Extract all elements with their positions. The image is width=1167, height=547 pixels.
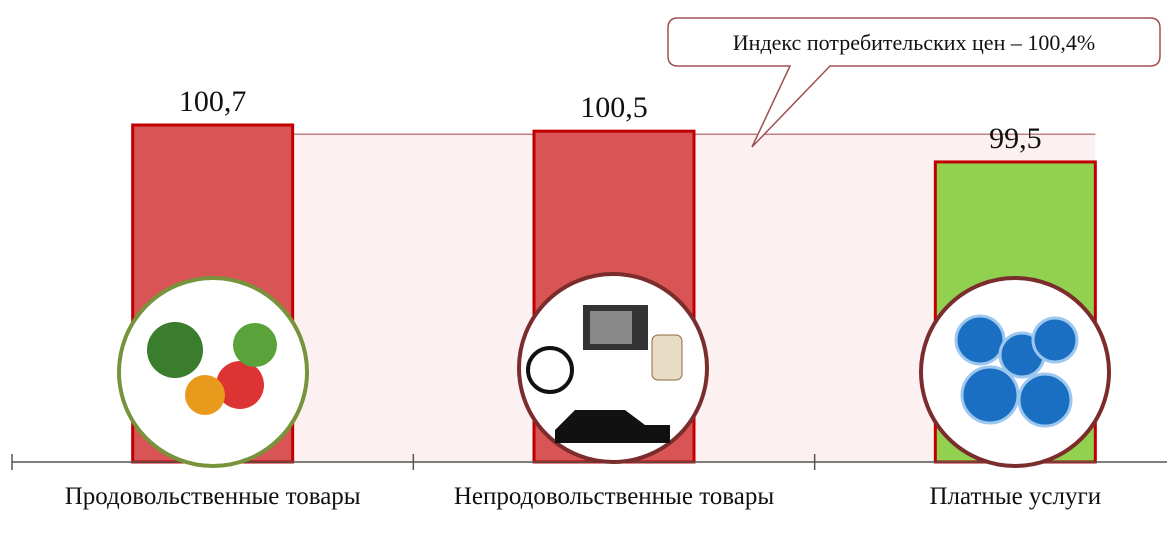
icon-shape bbox=[185, 375, 225, 415]
icon-shape bbox=[216, 361, 264, 409]
icon-shape bbox=[555, 410, 670, 443]
icon-shape bbox=[233, 323, 277, 367]
icon-shape bbox=[590, 311, 632, 344]
reference-label: Индекс потребительских цен – 100,4% bbox=[733, 30, 1095, 55]
x-tick-label: Непродовольственные товары bbox=[453, 483, 775, 510]
icon-shape bbox=[954, 314, 1006, 366]
value-label: 99,5 bbox=[989, 122, 1042, 155]
value-label: 100,7 bbox=[179, 85, 247, 118]
x-tick-label: Продовольственные товары bbox=[64, 483, 361, 510]
x-tick-label: Платные услуги bbox=[929, 483, 1102, 510]
icon-shape bbox=[960, 365, 1020, 425]
icon-shape bbox=[1031, 316, 1079, 364]
icon-shape bbox=[147, 322, 203, 378]
value-label: 100,5 bbox=[580, 91, 648, 124]
icon-goods bbox=[517, 272, 709, 464]
icon-shape bbox=[526, 346, 574, 394]
callout-box bbox=[667, 17, 1161, 148]
icon-shape bbox=[651, 334, 683, 381]
icons bbox=[117, 272, 1111, 468]
icon-shape bbox=[1017, 372, 1073, 428]
icon-food bbox=[117, 276, 309, 468]
